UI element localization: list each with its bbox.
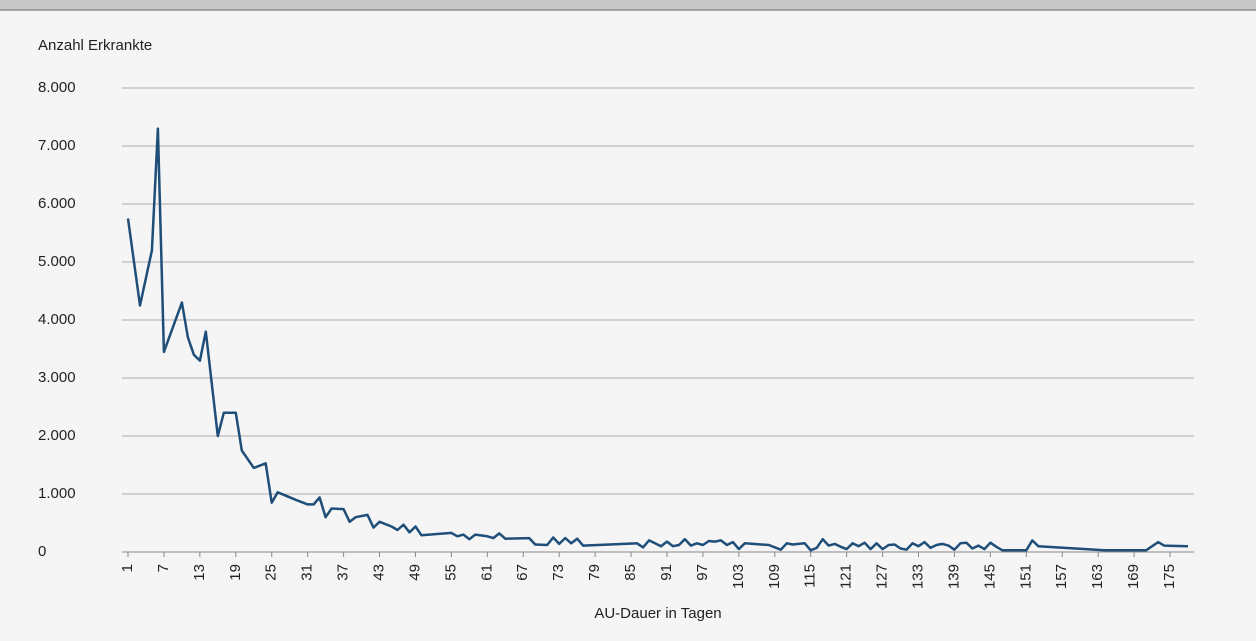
x-tick-label: 49 [406,564,423,581]
x-tick-label: 169 [1125,564,1142,589]
x-tick-label: 13 [191,564,208,581]
y-tick-label: 0 [38,543,46,560]
y-tick-label: 8.000 [38,79,76,96]
x-tick-label: 103 [730,564,747,589]
top-band [0,0,1256,10]
x-tick-label: 127 [874,564,891,589]
x-tick-label: 133 [909,564,926,589]
x-tick-label: 61 [478,564,495,581]
x-tick-label: 25 [263,564,280,581]
data-line [126,127,1189,552]
x-axis-label: AU-Dauer in Tagen [594,605,721,622]
y-tick-label: 7.000 [38,137,76,154]
y-tick-label: 5.000 [38,253,76,270]
x-tick-label: 79 [586,564,603,581]
x-tick-label: 121 [838,564,855,589]
x-tick-label: 151 [1017,564,1034,589]
x-tick-label: 67 [514,564,531,581]
x-tick-label: 85 [622,564,639,581]
y-axis-label: Anzahl Erkrankte [38,37,152,54]
x-tick-label: 97 [694,564,711,581]
x-tick-label: 139 [945,564,962,589]
x-tick-label: 145 [981,564,998,589]
y-tick-label: 3.000 [38,369,76,386]
x-tick-label: 7 [155,564,172,572]
x-tick-label: 115 [802,564,819,588]
y-tick-label: 1.000 [38,485,76,502]
chart-background [0,10,1256,641]
x-tick-label: 1 [119,564,136,572]
x-tick-label: 19 [227,564,244,581]
x-tick-label: 43 [370,564,387,581]
x-tick-label: 91 [658,564,675,581]
x-tick-label: 55 [442,564,459,581]
x-tick-label: 175 [1161,564,1178,589]
x-tick-label: 37 [335,564,352,581]
y-tick-label: 6.000 [38,195,76,212]
y-tick-label: 4.000 [38,311,76,328]
x-tick-label: 157 [1053,564,1070,589]
x-tick-label: 163 [1089,564,1106,589]
x-tick-label: 31 [299,564,316,581]
x-tick-label: 109 [766,564,783,589]
x-tick-label: 73 [550,564,567,581]
y-tick-label: 2.000 [38,427,76,444]
